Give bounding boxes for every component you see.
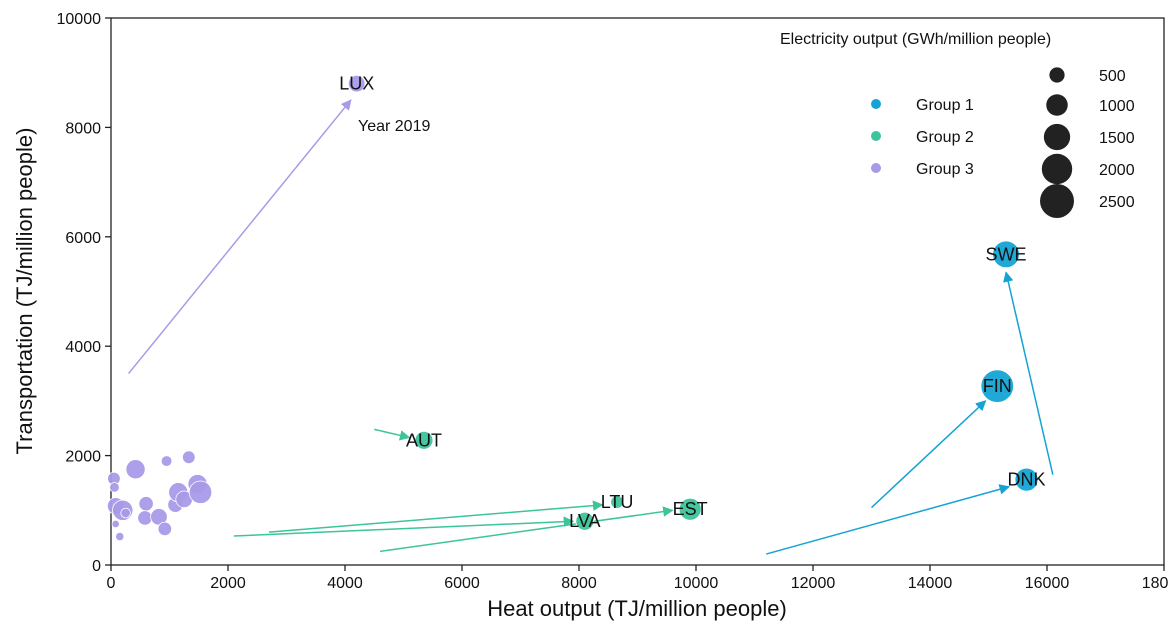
x-tick-label: 18000: [1142, 575, 1168, 592]
x-tick-label: 4000: [327, 575, 363, 592]
x-tick-label: 12000: [791, 575, 836, 592]
data-point: [414, 430, 434, 450]
size-legend-label: 1500: [1099, 130, 1135, 147]
point-label: AUT: [406, 430, 442, 450]
y-tick-label: 10000: [57, 11, 102, 28]
data-point: [138, 496, 154, 512]
data-point: [115, 531, 125, 542]
trajectory-arrow: [765, 484, 1010, 555]
y-axis-ticks: 0 2000 4000 6000 8000 10000: [57, 11, 111, 575]
data-point: [111, 519, 120, 529]
legend-marker: [871, 99, 881, 109]
x-axis-label: Heat output (TJ/million people): [487, 596, 787, 621]
data-point: [610, 495, 624, 509]
size-legend-title: Electricity output (GWh/million people): [780, 31, 1051, 48]
data-point: [980, 369, 1014, 403]
size-legend: 500 1000 1500 2000 2500: [1040, 67, 1135, 218]
data-point: [137, 510, 153, 526]
y-tick-label: 0: [92, 558, 101, 575]
data-points: [106, 74, 1039, 542]
data-point: [992, 240, 1020, 269]
y-tick-label: 4000: [65, 339, 101, 356]
x-tick-label: 10000: [674, 575, 719, 592]
legend-label: Group 3: [916, 161, 974, 178]
x-axis-ticks: 0 2000 4000 6000 8000 10000 12000 14000 16000 180…: [107, 565, 1168, 592]
size-legend-label: 2500: [1099, 194, 1135, 211]
legend-label: Group 1: [916, 97, 974, 114]
point-label: SWE: [986, 244, 1027, 264]
trajectory-arrow: [379, 506, 674, 553]
size-legend-label: 1000: [1099, 98, 1135, 115]
legend-marker: [871, 163, 881, 173]
legend-marker: [871, 131, 881, 141]
x-tick-label: 2000: [210, 575, 246, 592]
size-legend-label: 500: [1099, 68, 1126, 85]
data-point: [157, 521, 173, 537]
trajectory-arrow: [1003, 271, 1054, 475]
x-tick-label: 6000: [444, 575, 480, 592]
point-label: FIN: [983, 376, 1012, 396]
trajectory-arrows: [127, 99, 1054, 555]
x-tick-label: 0: [107, 575, 116, 592]
point-label: LVA: [569, 511, 600, 531]
data-point: [160, 455, 173, 467]
x-tick-label: 14000: [908, 575, 953, 592]
trajectory-arrow: [268, 500, 604, 533]
point-label: DNK: [1008, 470, 1046, 490]
data-point: [678, 497, 702, 521]
x-tick-label: 16000: [1025, 575, 1070, 592]
data-point: [188, 480, 213, 504]
point-label: LUX: [339, 74, 374, 94]
size-legend-marker: [1041, 153, 1073, 185]
data-point: [182, 450, 196, 465]
size-legend-marker: [1049, 67, 1065, 83]
data-point: [575, 511, 595, 531]
trajectory-arrow: [233, 516, 575, 537]
data-point: [109, 482, 120, 493]
x-tick-label: 8000: [561, 575, 597, 592]
y-tick-label: 6000: [65, 230, 101, 247]
data-point: [120, 507, 131, 519]
plot-frame: [110, 17, 1165, 566]
data-point: [125, 459, 146, 480]
trajectory-arrow: [374, 428, 411, 441]
size-legend-marker: [1040, 184, 1074, 218]
trajectory-arrow: [127, 99, 352, 375]
data-point: [347, 74, 366, 93]
size-legend-label: 2000: [1099, 162, 1135, 179]
group-legend: Group 1 Group 2 Group 3: [871, 97, 974, 178]
y-tick-label: 8000: [65, 120, 101, 137]
point-label: EST: [673, 499, 708, 519]
data-point: [1014, 467, 1039, 492]
y-axis-label: Transportation (TJ/million people): [12, 128, 37, 455]
size-legend-marker: [1046, 94, 1068, 116]
y-tick-label: 2000: [65, 449, 101, 466]
legend-label: Group 2: [916, 129, 974, 146]
size-legend-marker: [1043, 123, 1071, 151]
point-label: LTU: [601, 492, 634, 512]
trajectory-arrow: [870, 400, 987, 509]
year-annotation: Year 2019: [358, 118, 430, 135]
